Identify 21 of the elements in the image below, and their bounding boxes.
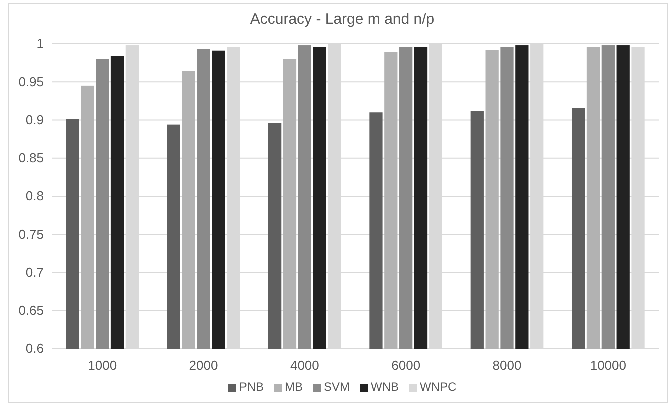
legend-label: MB xyxy=(285,380,303,394)
legend-label: SVM xyxy=(324,380,350,394)
legend-label: WNB xyxy=(371,380,400,394)
legend-label: PNB xyxy=(239,380,264,394)
y-tick-label: 0.95 xyxy=(18,74,44,90)
x-tick-label: 6000 xyxy=(392,358,421,374)
x-tick-label: 1000 xyxy=(88,358,118,374)
x-tick-label: 10000 xyxy=(590,358,626,374)
x-tick-label: 8000 xyxy=(492,358,522,374)
y-tick-label: 0.9 xyxy=(26,112,44,128)
y-tick-label: 0.75 xyxy=(18,226,44,242)
x-tick-label: 4000 xyxy=(290,358,320,374)
y-tick-label: 0.65 xyxy=(18,303,44,318)
x-tick-label: 2000 xyxy=(189,358,218,374)
y-tick-label: 1 xyxy=(36,36,44,52)
y-tick-label: 0.8 xyxy=(26,188,44,204)
y-tick-label: 0.7 xyxy=(26,264,44,280)
y-tick-label: 0.6 xyxy=(26,341,44,356)
chart-title: Accuracy - Large m and n/p xyxy=(250,11,435,28)
legend-label: WNPC xyxy=(420,380,458,394)
y-tick-label: 0.85 xyxy=(18,150,44,166)
